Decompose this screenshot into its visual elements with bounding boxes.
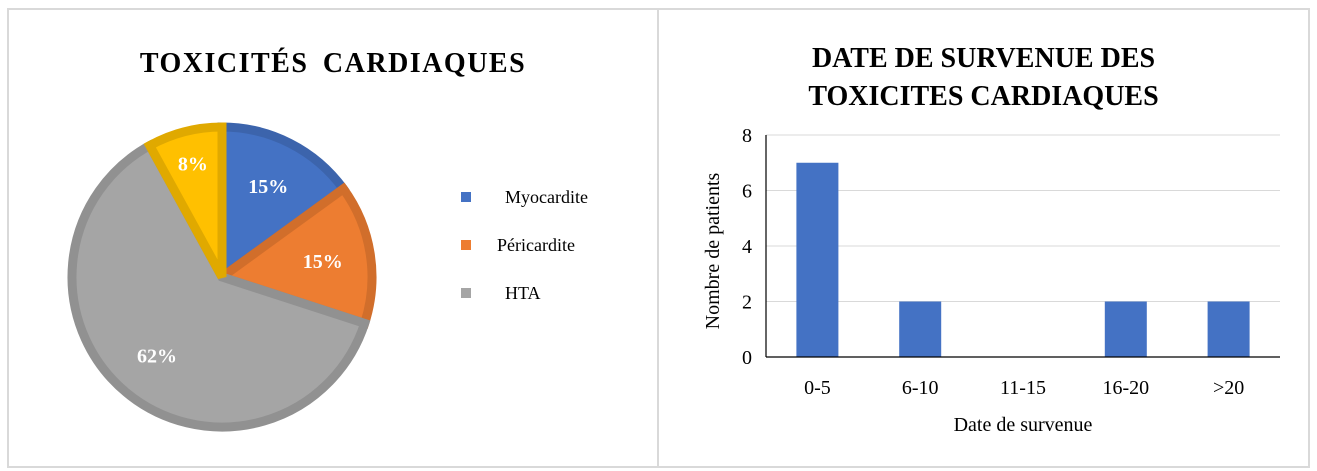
pie-data-label: 62% [137,346,177,368]
pie-chart: 15% 15% 62% 8% [67,122,377,432]
x-tick-label: 0-5 [804,377,831,399]
legend-swatch [461,288,471,298]
bar-chart-title-line-1: DATE DE SURVENUE DES [811,43,1156,74]
pie-slice-péricardite [212,182,377,330]
y-tick-label: 2 [742,292,752,314]
y-axis-label: Nombre de patients [702,172,724,329]
x-tick-label: 16-20 [1102,377,1149,399]
legend-label: HTA [505,282,541,303]
bar-chart: 0 2 4 6 8 0-5 6-10 11-15 16-20 >20 Date de survenu… [702,125,1280,436]
pie-data-label: 15% [303,251,343,273]
bar-16-20 [1104,301,1147,357]
bar->20 [1207,301,1250,357]
bar-0-5 [796,162,839,357]
y-tick-label: 6 [742,181,752,203]
x-tick-label: >20 [1213,377,1244,399]
pie-slice-hta [67,139,371,432]
legend-swatch [461,240,471,250]
x-tick-label: 6-10 [902,377,939,399]
bar-chart-title-line-2: TOXICITES CARDIAQUES [808,81,1159,112]
bar-chart-panel: DATE DE SURVENUE DES TOXICITES CARDIAQUE… [659,8,1310,468]
pie-slice-myocardite [217,122,350,286]
pie-data-label: 8% [178,154,208,176]
legend-item-hta: HTA [461,282,541,304]
y-tick-label: 4 [742,236,752,258]
legend-item-péricardite: Péricardite [461,234,575,256]
y-tick-label: 0 [742,347,752,369]
pie-chart-panel: TOXICITÉS CARDIAQUES 15% 15% 62% 8% Myocard… [7,8,659,468]
legend-label: Péricardite [497,234,575,255]
legend-label: Myocardite [505,186,588,207]
y-tick-label: 8 [742,125,752,147]
legend-swatch [461,192,471,202]
x-axis-label: Date de survenue [954,414,1093,436]
x-tick-label: 11-15 [1000,377,1046,399]
bar-6-10 [899,301,942,357]
legend-item-myocardite: Myocardite [461,186,588,208]
pie-slice-unlabeled [143,122,227,280]
pie-chart-title: TOXICITÉS CARDIAQUES [139,48,527,79]
bar-chart-title: DATE DE SURVENUE DES TOXICITES CARDIAQUE… [659,40,1308,116]
pie-data-label: 15% [248,176,288,198]
